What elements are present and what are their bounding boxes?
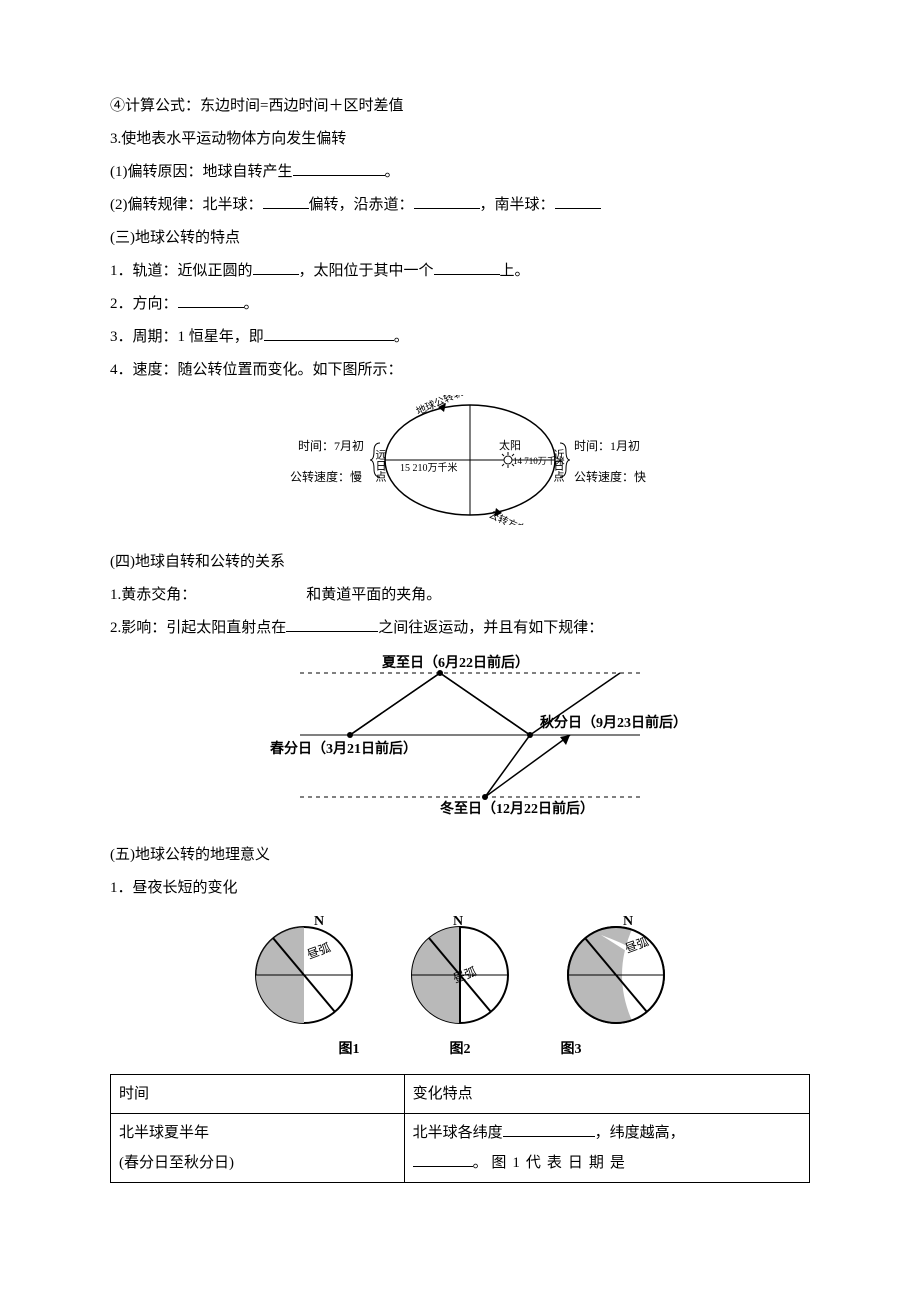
text: 和黄道平面的夹角。 xyxy=(306,587,441,603)
blank xyxy=(286,616,378,632)
globe-caption-3: 图3 xyxy=(561,1035,582,1066)
orbit-dist-near: 14 710万千米 xyxy=(513,455,565,466)
blank xyxy=(264,325,394,341)
blank xyxy=(253,259,299,275)
text-line: 3.使地表水平运动物体方向发生偏转 xyxy=(110,123,810,156)
text: ，南半球： xyxy=(480,197,555,213)
text: 1.黄赤交角： xyxy=(110,587,196,603)
table-header-time: 时间 xyxy=(111,1074,405,1113)
orbit-direction: 公转方向 xyxy=(487,508,529,525)
blank xyxy=(503,1121,595,1137)
svg-text:N: N xyxy=(623,914,633,929)
orbit-dist-far: 15 210万千米 xyxy=(400,461,458,474)
globe-1: N 昼弧 xyxy=(239,913,369,1033)
table-row: 北半球夏半年 (春分日至秋分日) 北半球各纬度 ，纬度越高， 。 图1代表日期是 xyxy=(111,1113,810,1182)
blank xyxy=(263,193,309,209)
svg-text:N: N xyxy=(314,914,324,929)
text-line: ④计算公式：东边时间=西边时间＋区时差值 xyxy=(110,90,810,123)
text-line: 3．周期：1 恒星年，即 。 xyxy=(110,321,810,354)
globe-2: N 昼弧 xyxy=(395,913,525,1033)
blank xyxy=(293,160,385,176)
blank xyxy=(434,259,500,275)
globe-3: N 昼弧 xyxy=(551,913,681,1033)
globes-figure: N 昼弧 N 昼弧 xyxy=(110,913,810,1066)
solstice-summer: 夏至日（6月22日前后） xyxy=(382,654,529,671)
text: 。 xyxy=(394,329,409,345)
text: 图1代表日期是 xyxy=(491,1155,631,1171)
text: 。 xyxy=(244,296,259,312)
text-line: 1．昼夜长短的变化 xyxy=(110,872,810,905)
text-line: 2．方向： 。 xyxy=(110,288,810,321)
solstice-winter: 冬至日（12月22日前后） xyxy=(440,800,594,817)
text-line: 1．轨道：近似正圆的 ，太阳位于其中一个 上。 xyxy=(110,255,810,288)
svg-text:N: N xyxy=(453,914,463,929)
orbit-left-speed: 公转速度：慢 xyxy=(290,469,362,484)
text-line: (2)偏转规律：北半球： 偏转，沿赤道： ，南半球： xyxy=(110,189,810,222)
heading: (三)地球公转的特点 xyxy=(110,222,810,255)
text: ，纬度越高， xyxy=(595,1125,685,1141)
text-line: 2.影响：引起太阳直射点在 之间往返运动，并且有如下规律： xyxy=(110,612,810,645)
text: 北半球夏半年 xyxy=(119,1118,396,1148)
text: 2．方向： xyxy=(110,296,178,312)
heading: (四)地球自转和公转的关系 xyxy=(110,546,810,579)
orbit-left-time: 时间：7月初 xyxy=(298,439,364,453)
globe-caption-2: 图2 xyxy=(450,1035,471,1066)
blank xyxy=(413,1151,473,1167)
text: 北半球各纬度 xyxy=(413,1125,503,1141)
orbit-right-speed: 公转速度：快 xyxy=(574,469,646,484)
blank xyxy=(178,292,244,308)
daynight-table: 时间 变化特点 北半球夏半年 (春分日至秋分日) 北半球各纬度 ，纬度越高， 。 … xyxy=(110,1074,810,1183)
orbit-sun: 太阳 xyxy=(499,439,521,452)
text: 之间往返运动，并且有如下规律： xyxy=(378,620,603,636)
heading: (五)地球公转的地理意义 xyxy=(110,839,810,872)
text: 上。 xyxy=(500,263,530,279)
text: 偏转，沿赤道： xyxy=(309,197,414,213)
text: ，太阳位于其中一个 xyxy=(299,263,434,279)
table-header-feature: 变化特点 xyxy=(404,1074,809,1113)
orbit-path-label: 地球公转轨道 xyxy=(414,395,474,418)
solstice-figure: 夏至日（6月22日前后） 秋分日（9月23日前后） 春分日（3月21日前后） 冬… xyxy=(110,653,810,831)
table-row: 时间 变化特点 xyxy=(111,1074,810,1113)
orbit-figure: 时间：7月初 公转速度：慢 远日点 时间：1月初 公转速度：快 近日点 太阳 1… xyxy=(110,395,810,538)
text: 2.影响：引起太阳直射点在 xyxy=(110,620,286,636)
text: (2)偏转规律：北半球： xyxy=(110,197,263,213)
blank xyxy=(414,193,480,209)
text: 3．周期：1 恒星年，即 xyxy=(110,329,264,345)
text-line: (1)偏转原因：地球自转产生 。 xyxy=(110,156,810,189)
text: (春分日至秋分日) xyxy=(119,1148,396,1178)
orbit-aphelion: 远日点 xyxy=(374,449,387,483)
globe-caption-1: 图1 xyxy=(339,1035,360,1066)
text: 。 xyxy=(385,164,400,180)
blank xyxy=(555,193,601,209)
solstice-autumn: 秋分日（9月23日前后） xyxy=(540,714,680,731)
text: (1)偏转原因：地球自转产生 xyxy=(110,164,293,180)
blank xyxy=(196,584,306,599)
orbit-right-time: 时间：1月初 xyxy=(574,439,640,453)
table-cell: 北半球各纬度 ，纬度越高， 。 图1代表日期是 xyxy=(404,1113,809,1182)
text: 。 xyxy=(473,1155,488,1171)
text: 1．轨道：近似正圆的 xyxy=(110,263,253,279)
table-cell: 北半球夏半年 (春分日至秋分日) xyxy=(111,1113,405,1182)
text-line: 1.黄赤交角： 和黄道平面的夹角。 xyxy=(110,579,810,612)
solstice-spring: 春分日（3月21日前后） xyxy=(269,740,417,757)
text-line: 4．速度：随公转位置而变化。如下图所示： xyxy=(110,354,810,387)
